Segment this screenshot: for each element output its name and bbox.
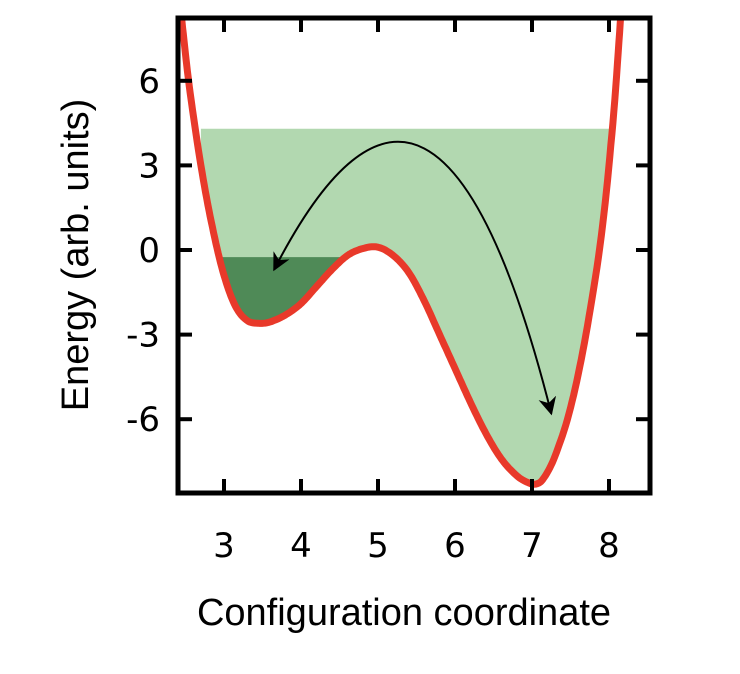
x-tick-label: 3 (213, 526, 235, 566)
x-tick-label: 8 (598, 526, 620, 566)
y-tick-label: -6 (126, 400, 160, 440)
transition-arrow-group (273, 140, 557, 416)
y-axis-ticks: 6 3 0 -3 -6 (126, 62, 650, 440)
x-axis-label: Configuration coordinate (197, 592, 611, 634)
x-tick-label: 7 (521, 526, 543, 566)
energy-fill-regions (200, 128, 612, 485)
x-tick-label: 5 (367, 526, 389, 566)
x-tick-label: 4 (290, 526, 312, 566)
y-tick-label: 6 (138, 62, 160, 102)
x-axis-ticks: 3 4 5 6 7 8 (213, 18, 620, 566)
transition-arrow (273, 140, 557, 416)
y-tick-label: -3 (126, 316, 160, 356)
y-axis-label: Energy (arb. units) (55, 99, 97, 412)
y-tick-label: 3 (138, 146, 160, 186)
x-tick-label: 6 (444, 526, 466, 566)
y-tick-label: 0 (138, 231, 160, 271)
plot-frame (175, 15, 653, 496)
